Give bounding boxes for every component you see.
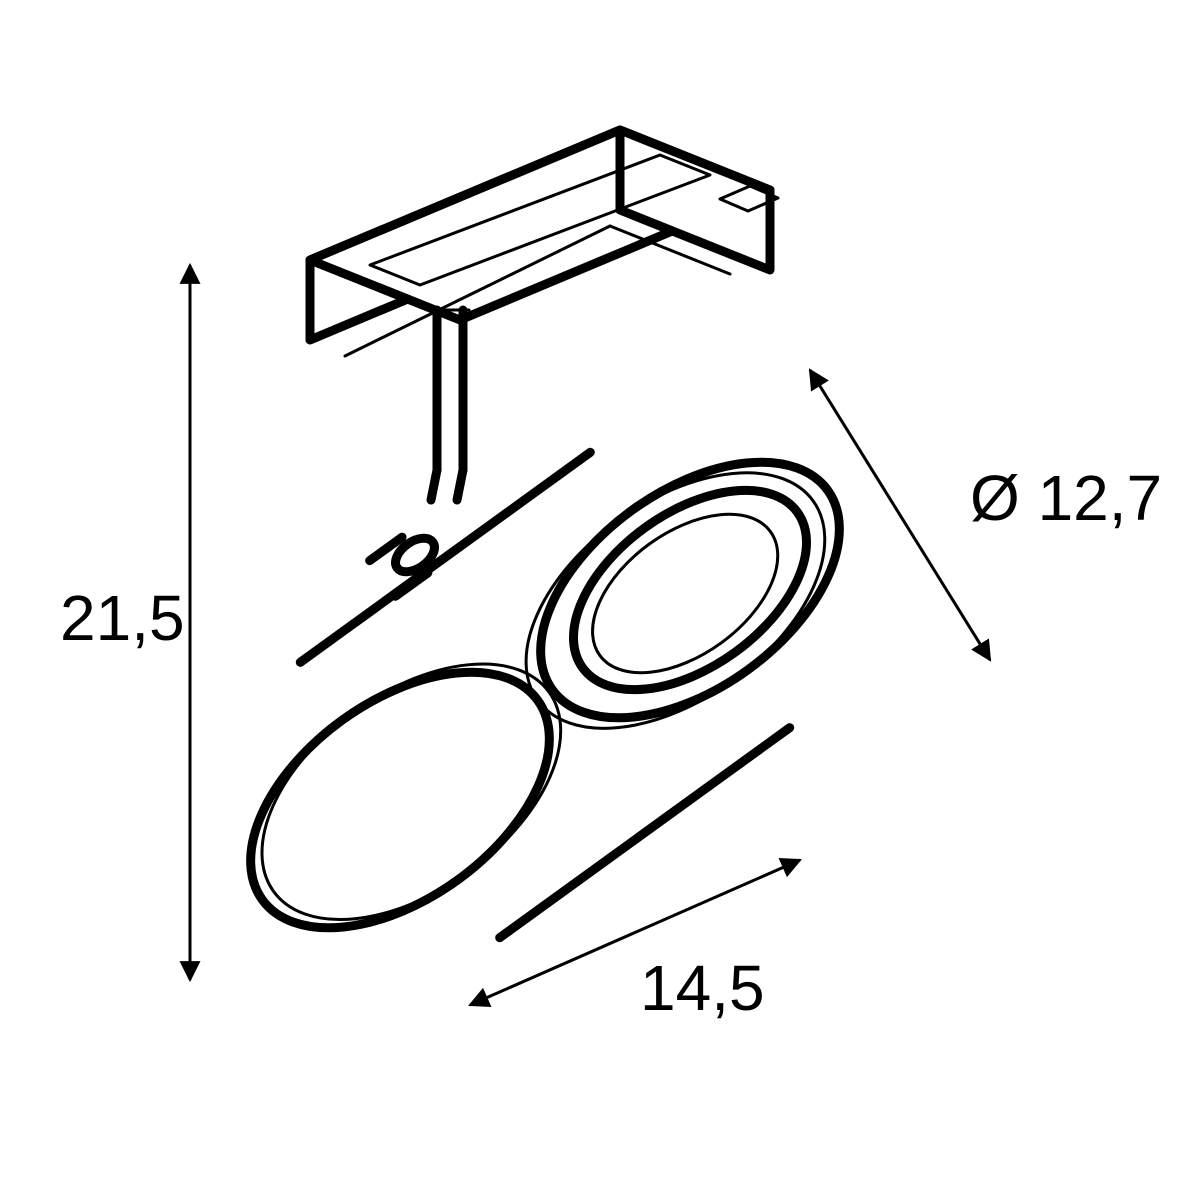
dimension-label-depth: 14,5 [640, 952, 765, 1024]
dimension-label-diameter: Ø 12,7 [970, 462, 1162, 534]
technical-drawing: 21,5 14,5 Ø 12,7 [0, 0, 1200, 1200]
dimension-label-height: 21,5 [60, 582, 185, 654]
